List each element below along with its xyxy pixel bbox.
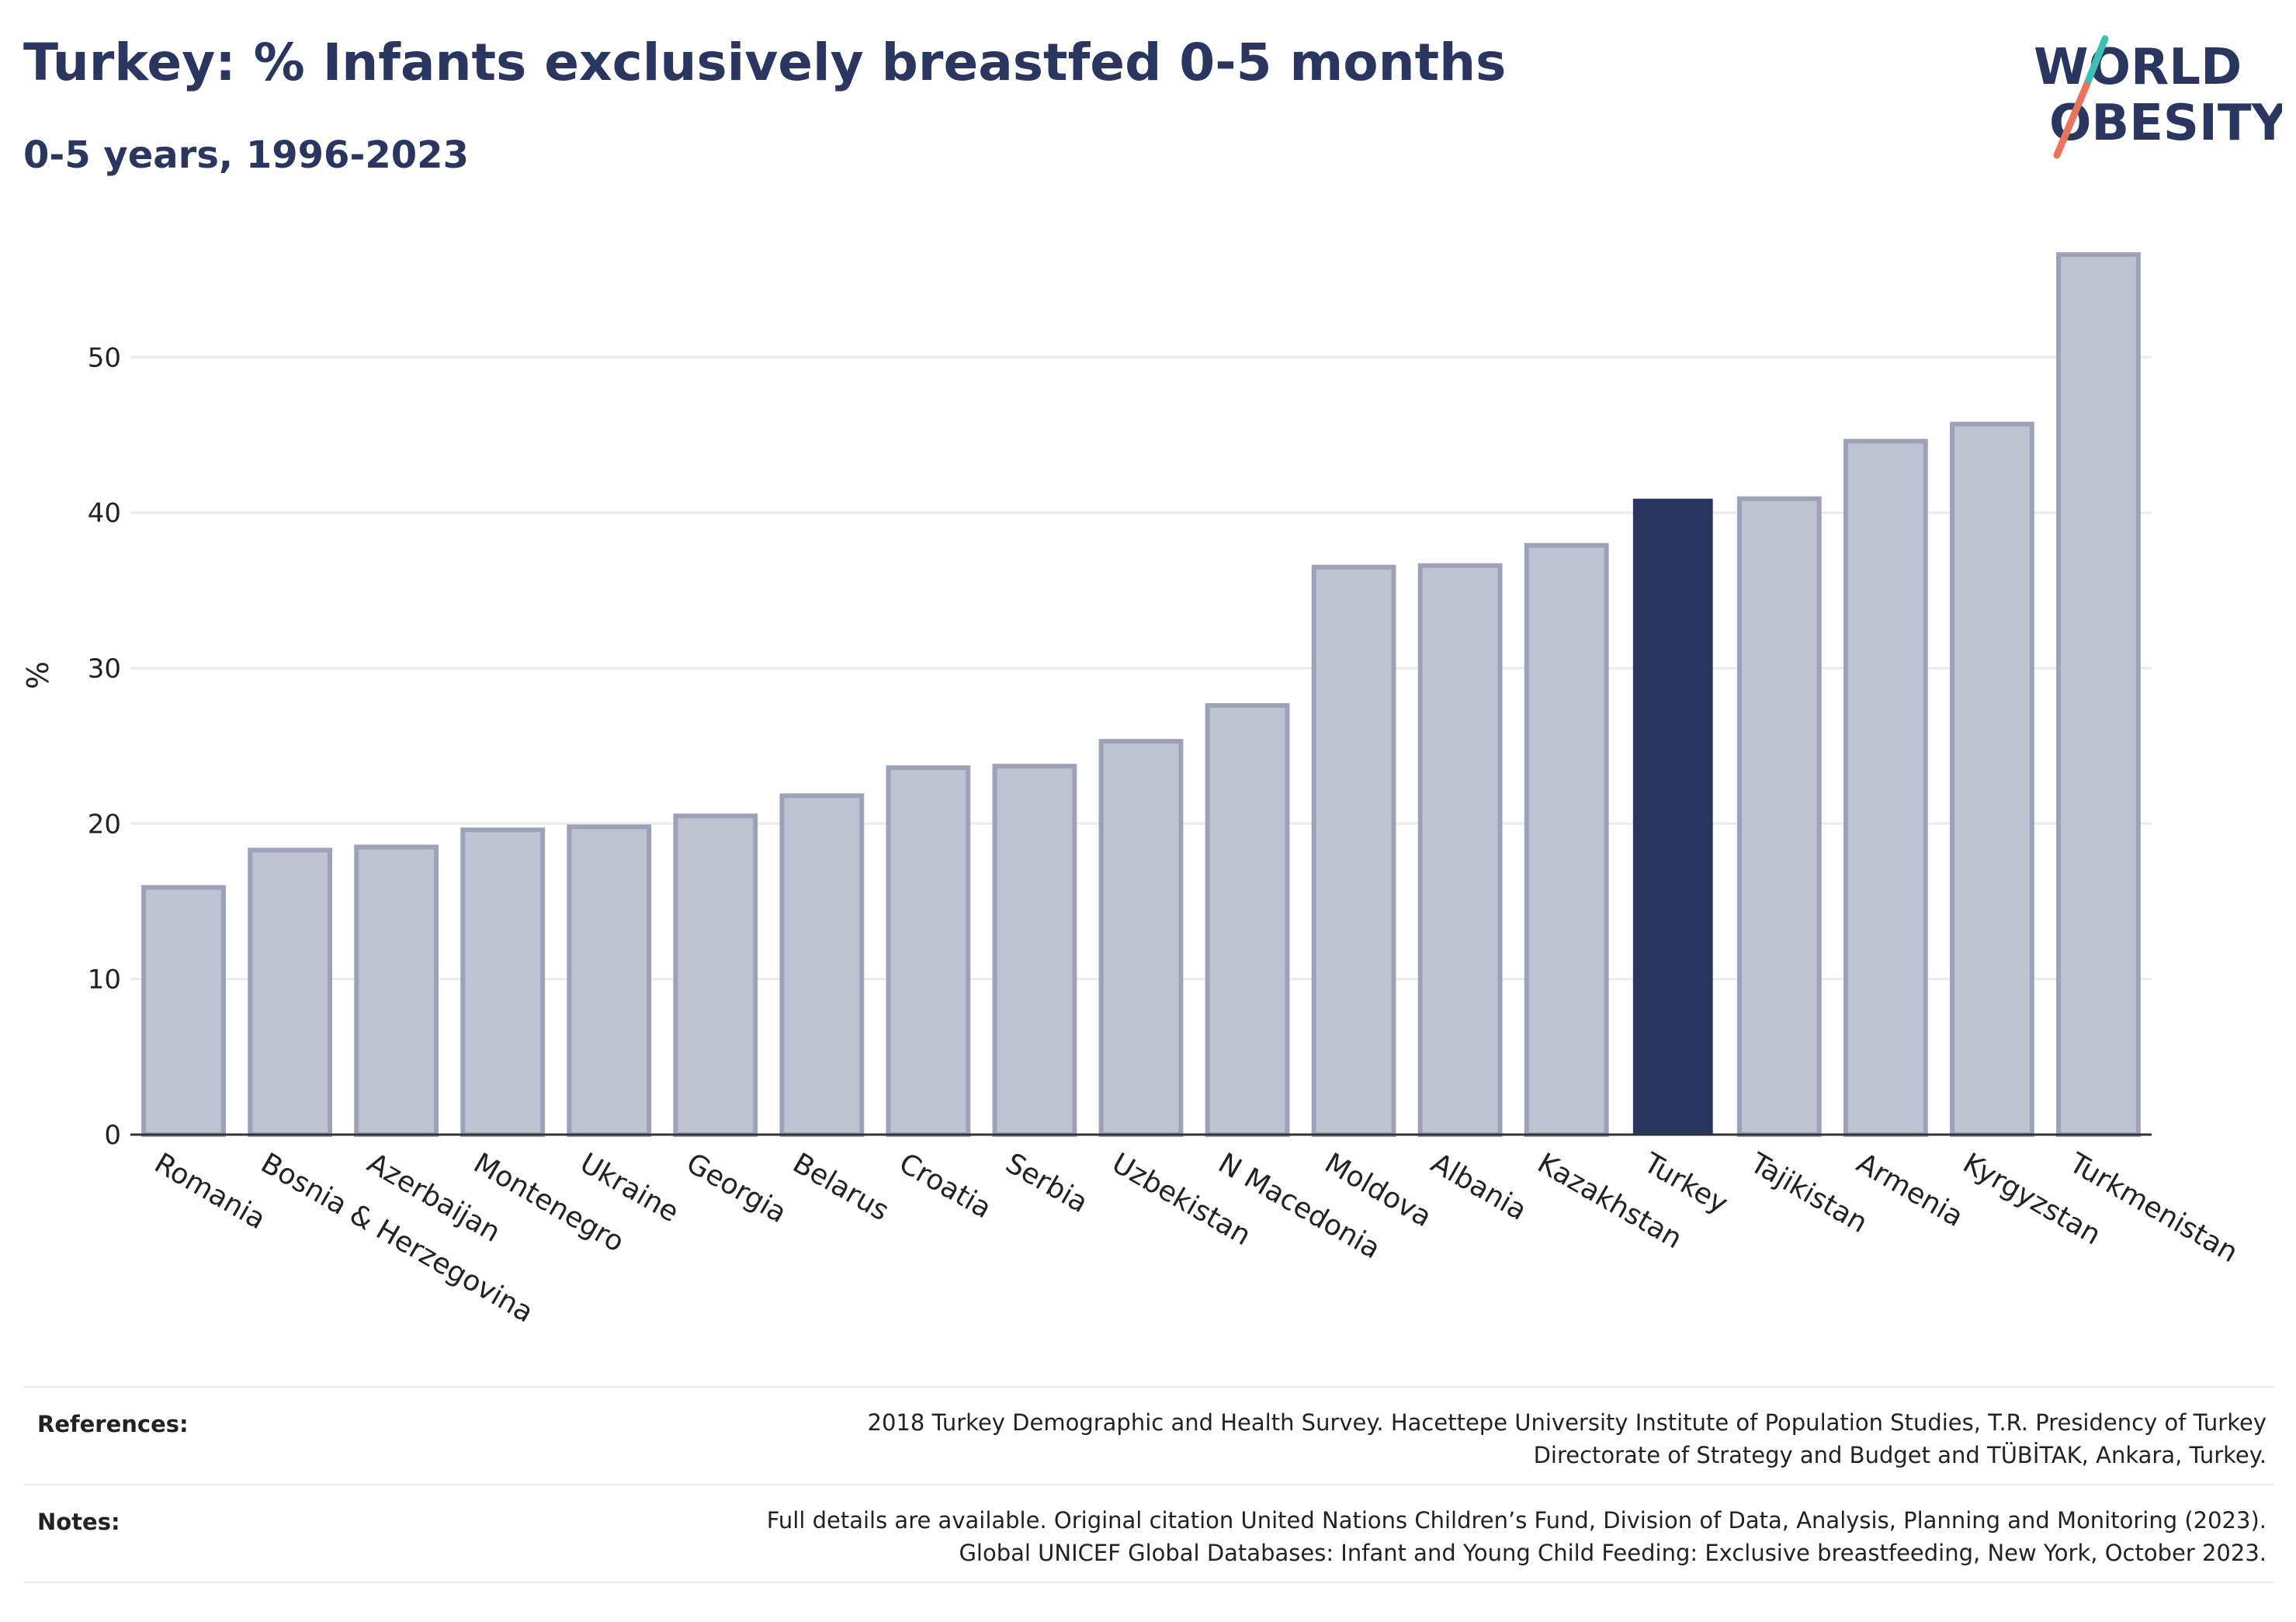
bar-n-macedonia [1205,703,1290,1137]
bar-romania [141,885,226,1138]
chart-subtitle: 0-5 years, 1996-2023 [23,133,469,177]
bar-armenia [1843,438,1928,1137]
y-tick-label: 0 [104,1120,121,1151]
world-obesity-logo: WORLD OBESITY [2034,35,2282,159]
y-tick-label: 10 [88,965,121,996]
y-axis-title: % [21,661,55,689]
bars [141,252,2141,1138]
bar-kyrgyzstan [1950,421,2034,1137]
bar-georgia [673,813,758,1137]
chart-title: Turkey: % Infants exclusively breastfed … [23,33,1507,92]
bar-turkmenistan [2056,252,2141,1138]
bar-croatia [886,765,971,1137]
references-line-1: 2018 Turkey Demographic and Health Surve… [867,1409,2267,1436]
footer-bottom-rule [23,1582,2274,1583]
y-tick-label: 30 [88,653,121,684]
bar-kazakhstan [1524,542,1609,1137]
bar-ukraine [567,824,652,1138]
logo-slash-top-icon [2083,35,2109,89]
notes-line-2: Global UNICEF Global Databases: Infant a… [959,1540,2267,1566]
logo-line2: OBESITY [2049,95,2282,152]
bar-serbia [992,764,1077,1137]
y-tick-label: 20 [88,809,121,840]
x-tick-label: Albania [1426,1147,1532,1227]
logo-line1: WORLD [2034,39,2242,96]
bar-tajikistan [1736,496,1822,1137]
x-tick-label: Tajikistan [1744,1147,1873,1239]
x-tick-label: Georgia [681,1147,792,1229]
notes-line-1: Full details are available. Original cit… [766,1507,2267,1534]
references-line-2: Directorate of Strategy and Budget and T… [1533,1442,2267,1468]
footer: References: 2018 Turkey Demographic and … [23,1386,2274,1588]
logo-slash-bottom-icon [2053,81,2090,159]
x-tick-label: Romania [149,1147,271,1236]
references-text: 2018 Turkey Demographic and Health Surve… [868,1406,2267,1471]
references-row: References: 2018 Turkey Demographic and … [23,1386,2274,1485]
notes-label: Notes: [37,1509,120,1535]
x-tick-label: Croatia [893,1147,997,1225]
bar-azerbaijan [354,844,439,1137]
bar-uzbekistan [1098,739,1184,1137]
bar-belarus [779,793,865,1137]
x-tick-label: Belarus [787,1147,894,1227]
bar-moldova [1311,564,1396,1137]
y-tick-label: 50 [88,342,121,373]
bar-montenegro [460,827,546,1137]
references-label: References: [37,1411,189,1437]
notes-row: Notes: Full details are available. Origi… [23,1484,2274,1583]
bar-turkey [1632,498,1713,1135]
x-tick-label: Serbia [1000,1147,1093,1219]
notes-text: Full details are available. Original cit… [767,1504,2267,1569]
bar-albania [1417,563,1503,1137]
bar-bosnia-herzegovina [248,847,332,1138]
y-tick-label: 40 [88,498,121,529]
x-tick-label: Armenia [1851,1147,1968,1233]
y-axis-ticks: 0 10 20 30 40 50 [88,342,121,1151]
